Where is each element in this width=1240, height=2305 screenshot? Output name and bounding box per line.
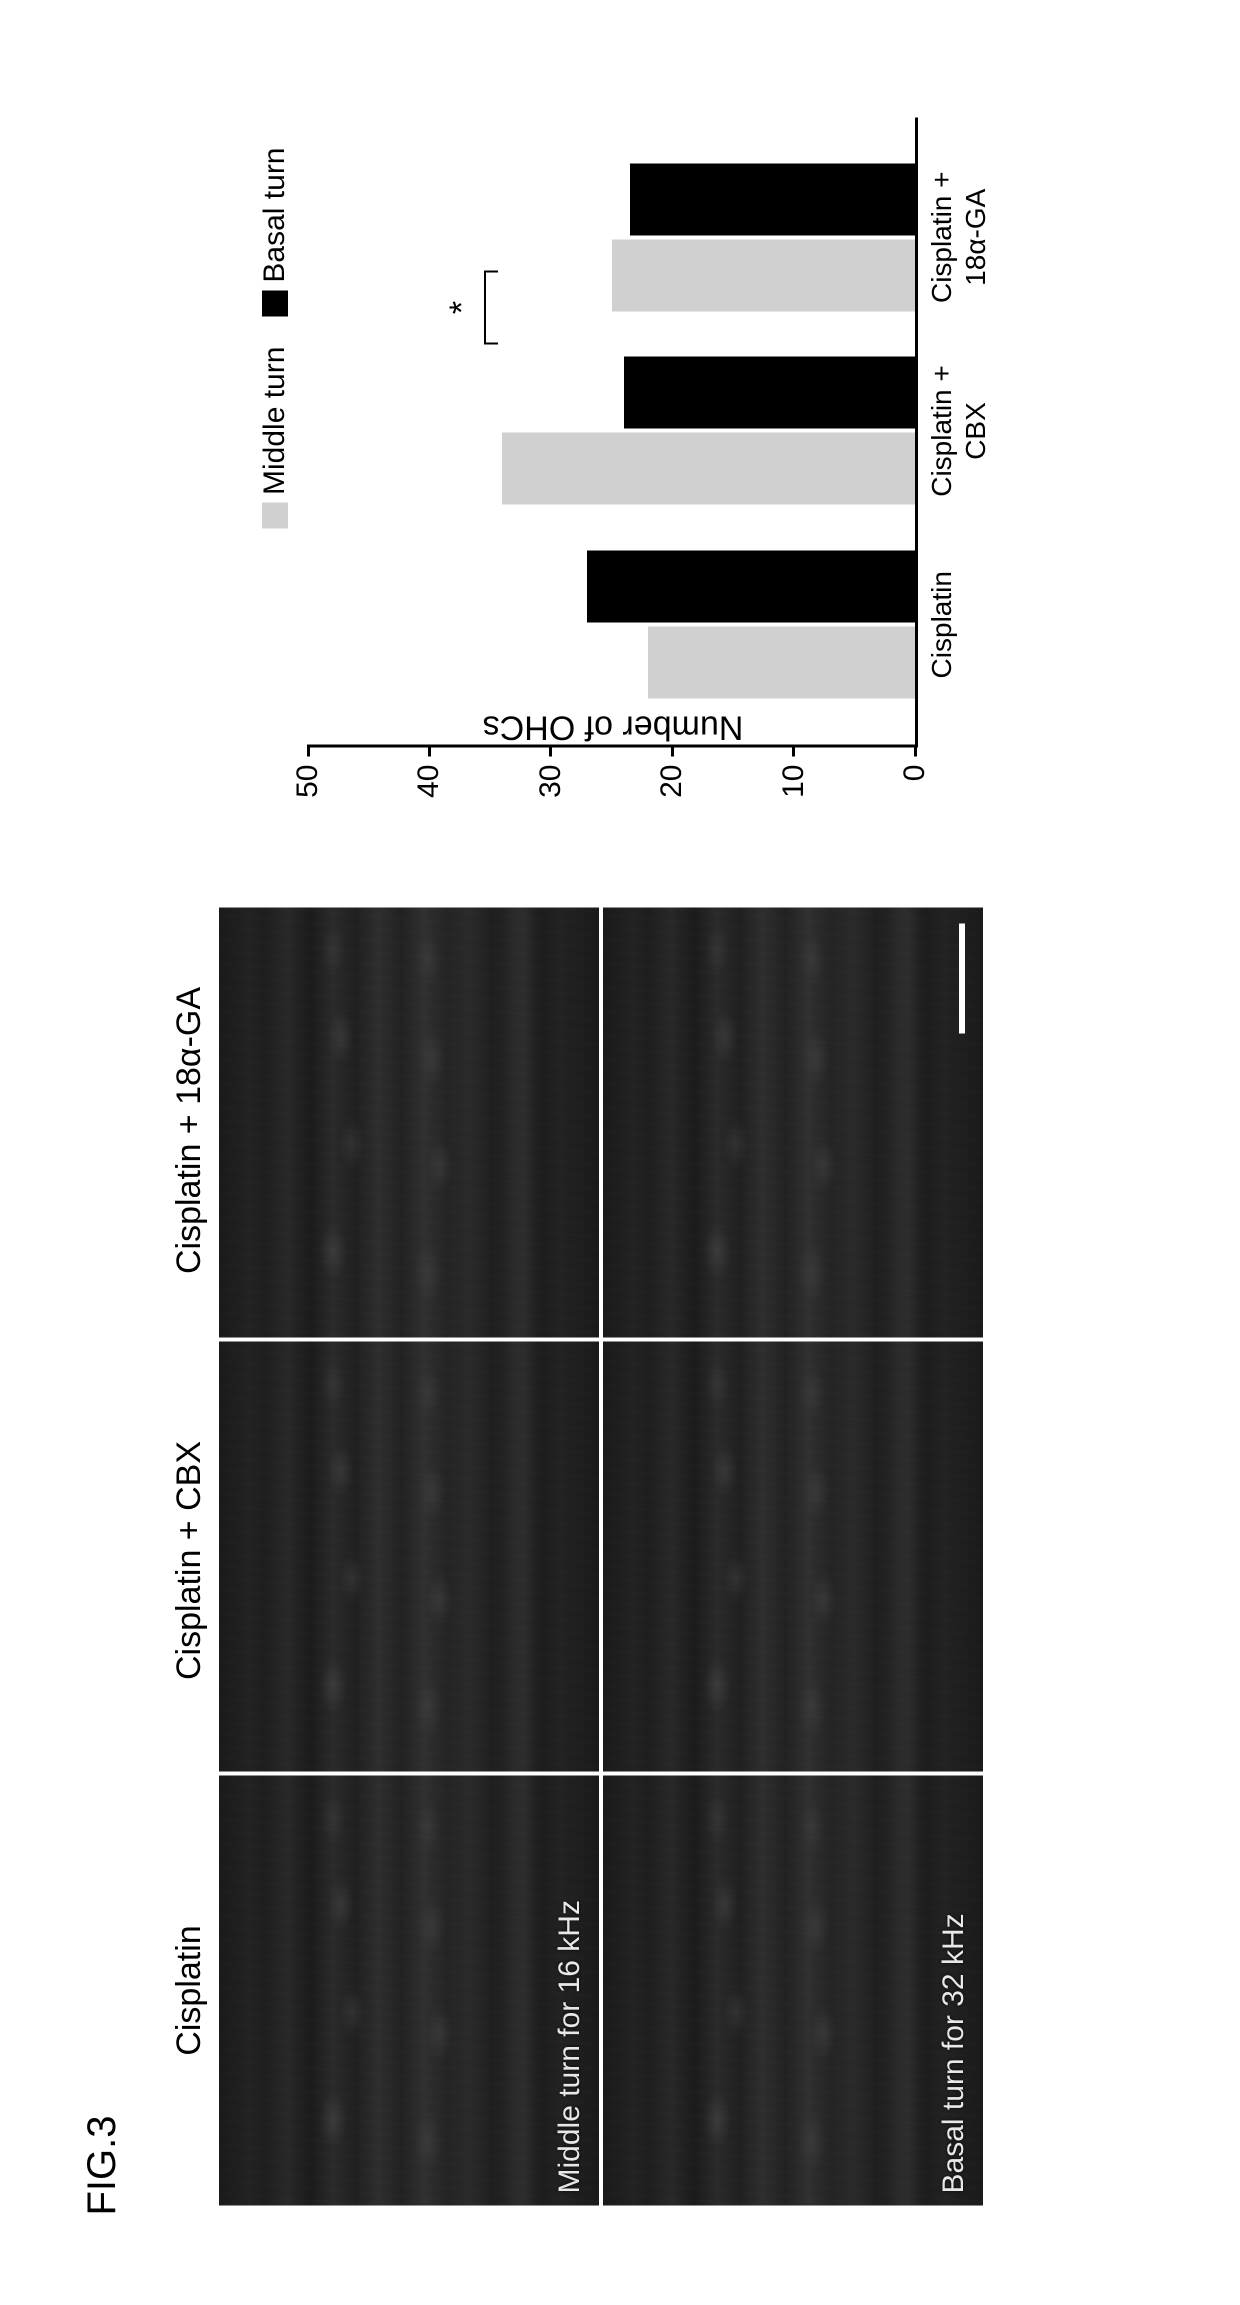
legend-swatch-basal (262, 290, 288, 316)
bar-basal-1 (624, 357, 915, 429)
y-tick-label-40: 40 (412, 764, 446, 797)
y-tick-0 (914, 744, 917, 756)
micrograph-row-label-1: Basal turn for 32 kHz (937, 1913, 971, 2193)
y-tick-label-50: 50 (291, 764, 325, 797)
bar-group-1: Cisplatin +CBX (308, 357, 915, 505)
chart-legend: Middle turn Basal turn (258, 147, 292, 528)
bar-basal-0 (587, 550, 915, 622)
legend-item-basal: Basal turn (258, 147, 292, 316)
micrograph-cell-r0-c2 (219, 907, 599, 1337)
micrograph-cell-r0-c1 (219, 1341, 599, 1771)
figure-content-row: CisplatinCisplatin + CBXCisplatin + 18α-… (170, 87, 1008, 2205)
scale-bar (959, 923, 965, 1033)
y-tick-label-0: 0 (898, 764, 932, 781)
micrograph-col-header-0: Cisplatin (170, 1775, 209, 2205)
micrograph-row-label-0: Middle turn for 16 kHz (553, 1900, 587, 2193)
y-tick-40 (428, 744, 431, 756)
y-tick-label-30: 30 (534, 764, 568, 797)
micrograph-cell-r1-c0: Basal turn for 32 kHz (603, 1775, 983, 2205)
legend-label-basal: Basal turn (258, 147, 292, 282)
micrograph-grid: Middle turn for 16 kHz Basal turn for 32 … (219, 907, 983, 2205)
micrograph-column-headers: CisplatinCisplatin + CBXCisplatin + 18α-… (170, 907, 209, 2205)
bar-group-0: Cisplatin (308, 550, 915, 698)
legend-item-middle: Middle turn (258, 346, 292, 528)
x-label-0: Cisplatin (925, 571, 959, 678)
micrograph-col-header-2: Cisplatin + 18α-GA (170, 915, 209, 1345)
figure-label: FIG.3 (80, 2115, 125, 2215)
y-tick-10 (792, 744, 795, 756)
legend-label-middle: Middle turn (258, 346, 292, 494)
ohc-bar-chart: Middle turn Basal turn Number of OHCs Ci… (218, 87, 1008, 877)
bar-middle-2 (612, 239, 916, 311)
bar-basal-2 (630, 163, 915, 235)
bar-middle-1 (502, 433, 915, 505)
chart-bars-area: Cisplatin Cisplatin +CBX Cisplatin +18α-GA (308, 117, 915, 744)
bar-group-2: Cisplatin +18α-GA (308, 163, 915, 311)
micrograph-panel: CisplatinCisplatin + CBXCisplatin + 18α-… (170, 907, 983, 2205)
y-tick-50 (307, 744, 310, 756)
y-tick-30 (549, 744, 552, 756)
legend-swatch-middle (262, 502, 288, 528)
y-tick-label-10: 10 (777, 764, 811, 797)
micrograph-cell-r1-c1 (603, 1341, 983, 1771)
x-label-2: Cisplatin +18α-GA (925, 171, 992, 303)
bar-middle-0 (648, 626, 915, 698)
y-tick-label-20: 20 (655, 764, 689, 797)
x-label-1: Cisplatin +CBX (925, 365, 992, 497)
y-tick-20 (671, 744, 674, 756)
chart-plot-area: Cisplatin Cisplatin +CBX Cisplatin +18α-GA… (308, 117, 918, 747)
micrograph-cell-r0-c0: Middle turn for 16 kHz (219, 1775, 599, 2205)
micrograph-col-header-1: Cisplatin + CBX (170, 1345, 209, 1775)
micrograph-cell-r1-c2 (603, 907, 983, 1337)
